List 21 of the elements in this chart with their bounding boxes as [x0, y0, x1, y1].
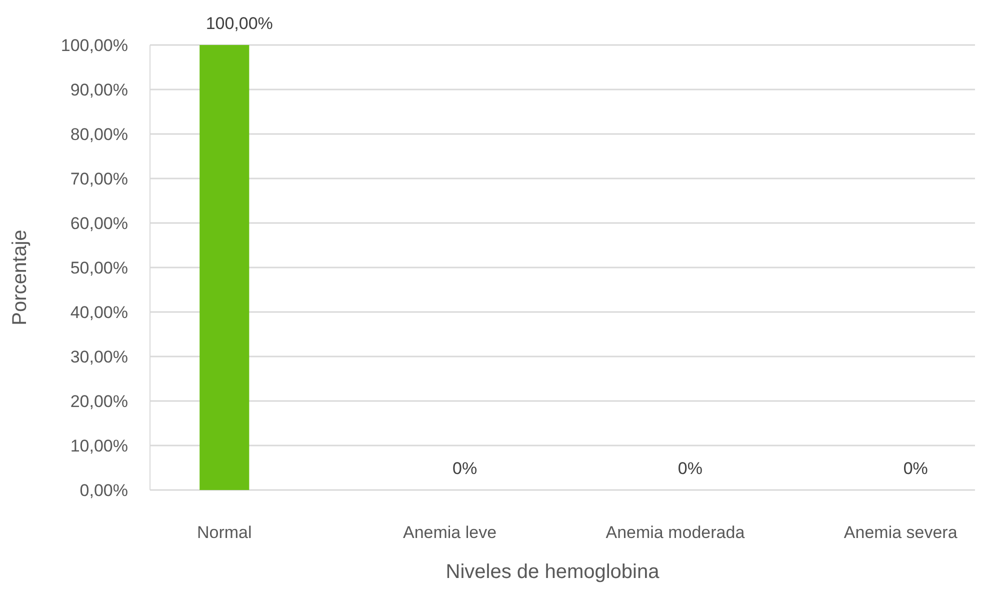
data-label: 100,00%: [206, 14, 273, 33]
y-tick-label: 10,00%: [70, 436, 128, 456]
x-tick-label: Anemia severa: [844, 523, 958, 542]
y-tick-label: 80,00%: [70, 124, 128, 144]
y-tick-label: 20,00%: [70, 392, 128, 411]
x-tick-label: Anemia leve: [403, 523, 497, 542]
y-tick-label: 60,00%: [70, 214, 128, 233]
y-tick-label: 30,00%: [70, 347, 128, 366]
y-tick-label: 40,00%: [70, 302, 128, 322]
y-tick-label: 50,00%: [70, 258, 128, 278]
data-label: 0%: [678, 459, 702, 478]
x-tick-label: Normal: [196, 523, 252, 542]
data-label: 0%: [452, 459, 478, 478]
x-tick-label: Anemia moderada: [606, 523, 746, 542]
data-label: 0%: [903, 459, 928, 478]
y-tick-label: 100,00%: [60, 36, 128, 55]
y-axis-title: Porcentaje: [9, 230, 31, 326]
y-tick-label: 70,00%: [70, 169, 128, 188]
y-tick-label: 0,00%: [80, 480, 128, 500]
y-tick-label: 90,00%: [70, 80, 128, 100]
x-axis-title: Niveles de hemoglobina: [446, 561, 660, 583]
